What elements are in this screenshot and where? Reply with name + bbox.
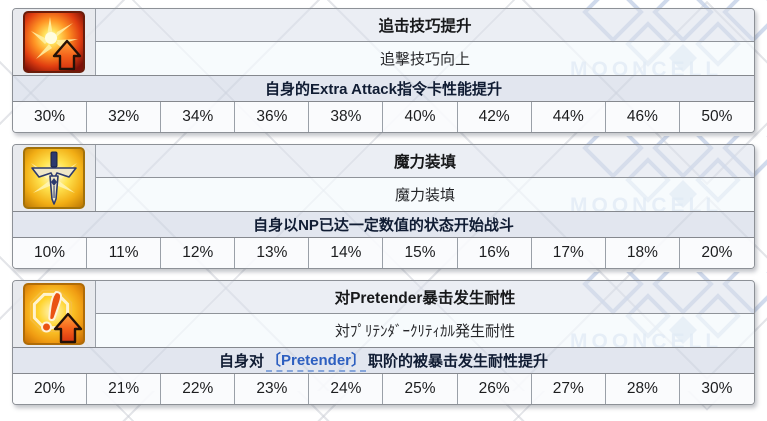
skill-block-crit-resist: MOONCELL 对Pretender暴击发生耐性 対ﾌﾟﾘﾃﾝﾀﾞｰｸﾘﾃｨｶ… <box>12 253 767 405</box>
skill-subtitle-jp: 追撃技巧向上 <box>96 42 754 75</box>
skill-table: 对Pretender暴击发生耐性 対ﾌﾟﾘﾃﾝﾀﾞｰｸﾘﾃｨｶﾙ発生耐性 自身对… <box>12 280 755 405</box>
skill-level-values: 20% 21% 22% 23% 24% 25% 26% 27% 28% 30% <box>13 374 754 404</box>
level-value: 20% <box>701 244 733 261</box>
level-value: 23% <box>235 374 310 404</box>
level-value: 28% <box>606 374 680 404</box>
skill-block-np-charge: MOONCELL 魔力装填 魔力装填 自身以NP已达一定数值的状态开始战斗 <box>12 117 767 269</box>
level-value: 25% <box>383 374 458 404</box>
level-value: 38% <box>309 102 384 132</box>
level-value: 16% <box>458 238 532 268</box>
description-text: 自身以NP已达一定数值的状态开始战斗 <box>253 217 514 234</box>
np-charge-icon <box>23 147 85 209</box>
level-value: 34% <box>161 102 236 132</box>
skill-subtitle-jp: 対ﾌﾟﾘﾃﾝﾀﾞｰｸﾘﾃｨｶﾙ発生耐性 <box>96 314 754 347</box>
level-value: 30% <box>701 380 733 397</box>
description-text-suffix: 职阶的被暴击发生耐性提升 <box>368 353 549 370</box>
level-value: 27% <box>532 374 606 404</box>
level-value: 10% <box>13 238 88 268</box>
level-value: 20% <box>13 374 88 404</box>
skill-title: 追击技巧提升 <box>96 9 754 42</box>
level-value: 15% <box>383 238 458 268</box>
skill-icon-cell <box>13 281 96 347</box>
description-text: 自身的Extra Attack指令卡性能提升 <box>265 81 502 98</box>
level-value: 22% <box>161 374 236 404</box>
level-value: 12% <box>161 238 236 268</box>
level-value: 36% <box>235 102 310 132</box>
level-value: 44% <box>532 102 606 132</box>
level-value: 40% <box>383 102 458 132</box>
level-value: 32% <box>87 102 162 132</box>
description-text: 自身对 <box>218 353 264 370</box>
skill-icon-cell <box>13 9 96 75</box>
pretender-class-link[interactable]: 〔Pretender〕 <box>265 349 367 372</box>
skill-icon-cell <box>13 145 96 211</box>
skill-title: 对Pretender暴击发生耐性 <box>96 281 754 314</box>
skill-table: 魔力装填 魔力装填 自身以NP已达一定数值的状态开始战斗 10% 11% 12%… <box>12 144 755 269</box>
skill-description: 自身以NP已达一定数值的状态开始战斗 <box>13 211 754 238</box>
crit-resist-up-icon <box>23 283 85 345</box>
level-value: 50% <box>701 108 733 125</box>
level-value: 30% <box>13 102 88 132</box>
skill-level-values: 10% 11% 12% 13% 14% 15% 16% 17% 18% 20% <box>13 238 754 268</box>
level-value: 14% <box>309 238 384 268</box>
skill-block-extra-attack: MOONCELL 追击技巧提升 追撃技巧向上 自身的Extra Attack指令… <box>12 0 767 133</box>
extra-attack-up-icon <box>23 11 85 73</box>
skill-table: 追击技巧提升 追撃技巧向上 自身的Extra Attack指令卡性能提升 30%… <box>12 8 755 133</box>
level-value: 24% <box>309 374 384 404</box>
level-value: 46% <box>606 102 680 132</box>
level-value: 18% <box>606 238 680 268</box>
skill-description: 自身对 〔Pretender〕 职阶的被暴击发生耐性提升 <box>13 347 754 374</box>
skill-title: 魔力装填 <box>96 145 754 178</box>
level-value: 17% <box>532 238 606 268</box>
skill-subtitle-jp: 魔力装填 <box>96 178 754 211</box>
level-value: 13% <box>235 238 310 268</box>
level-value: 21% <box>87 374 162 404</box>
level-value: 11% <box>87 238 162 268</box>
level-value: 26% <box>458 374 532 404</box>
skill-description: 自身的Extra Attack指令卡性能提升 <box>13 75 754 102</box>
skill-level-values: 30% 32% 34% 36% 38% 40% 42% 44% 46% 50% <box>13 102 754 132</box>
level-value: 42% <box>458 102 532 132</box>
